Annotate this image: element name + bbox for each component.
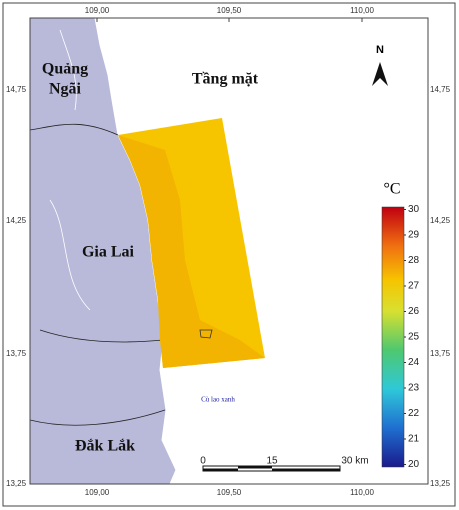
lat-label: 13,75 <box>430 349 451 358</box>
legend-tick: 29 <box>408 230 420 241</box>
legend-unit: °C <box>383 181 400 198</box>
scale-segment <box>238 466 272 469</box>
lat-label: 14,75 <box>430 85 451 94</box>
legend-tick: 21 <box>408 434 420 445</box>
legend-tick: 22 <box>408 408 420 419</box>
legend-tick: 23 <box>408 383 420 394</box>
title: Tầng mặt <box>192 71 259 88</box>
scale-label: 0 <box>200 456 206 467</box>
scale-label: 15 <box>266 456 278 467</box>
lon-label: 110,00 <box>350 488 374 497</box>
place-name: Đắk Lắk <box>75 438 135 455</box>
lon-label: 110,00 <box>350 6 374 15</box>
legend-tick: 28 <box>408 255 420 266</box>
lat-label: 14,25 <box>6 216 27 225</box>
map-body <box>30 18 428 484</box>
legend-tick: 25 <box>408 332 420 343</box>
place-name: Quảng <box>42 61 88 78</box>
lat-label: 14,75 <box>6 85 27 94</box>
lat-label: 13,25 <box>430 479 451 488</box>
lat-label: 13,75 <box>6 349 27 358</box>
north-label: N <box>376 44 384 56</box>
scale-label: 30 km <box>341 456 368 467</box>
scale-segment <box>203 468 238 471</box>
legend-tick: 30 <box>408 204 420 215</box>
legend-tick: 24 <box>408 357 420 368</box>
lon-label: 109,00 <box>85 6 110 15</box>
scale-segment <box>272 468 340 471</box>
place-name: Ngãi <box>49 81 82 98</box>
north-arrow <box>372 62 388 86</box>
lon-label: 109,00 <box>85 488 110 497</box>
lat-label: 14,25 <box>430 216 451 225</box>
legend-tick: 26 <box>408 306 420 317</box>
temperature-zone <box>118 135 265 368</box>
scale-bar <box>202 465 341 472</box>
lat-label: 13,25 <box>6 479 27 488</box>
lon-label: 109,50 <box>217 6 242 15</box>
lon-label: 109,50 <box>217 488 242 497</box>
place-name: Gia Lai <box>82 244 135 261</box>
legend-tick: 27 <box>408 281 420 292</box>
island-label: Cù lao xanh <box>201 396 235 404</box>
province-border <box>30 123 166 426</box>
river <box>49 29 91 311</box>
legend-tick: 20 <box>408 459 420 470</box>
color-bar <box>381 206 405 468</box>
islet <box>199 329 213 339</box>
